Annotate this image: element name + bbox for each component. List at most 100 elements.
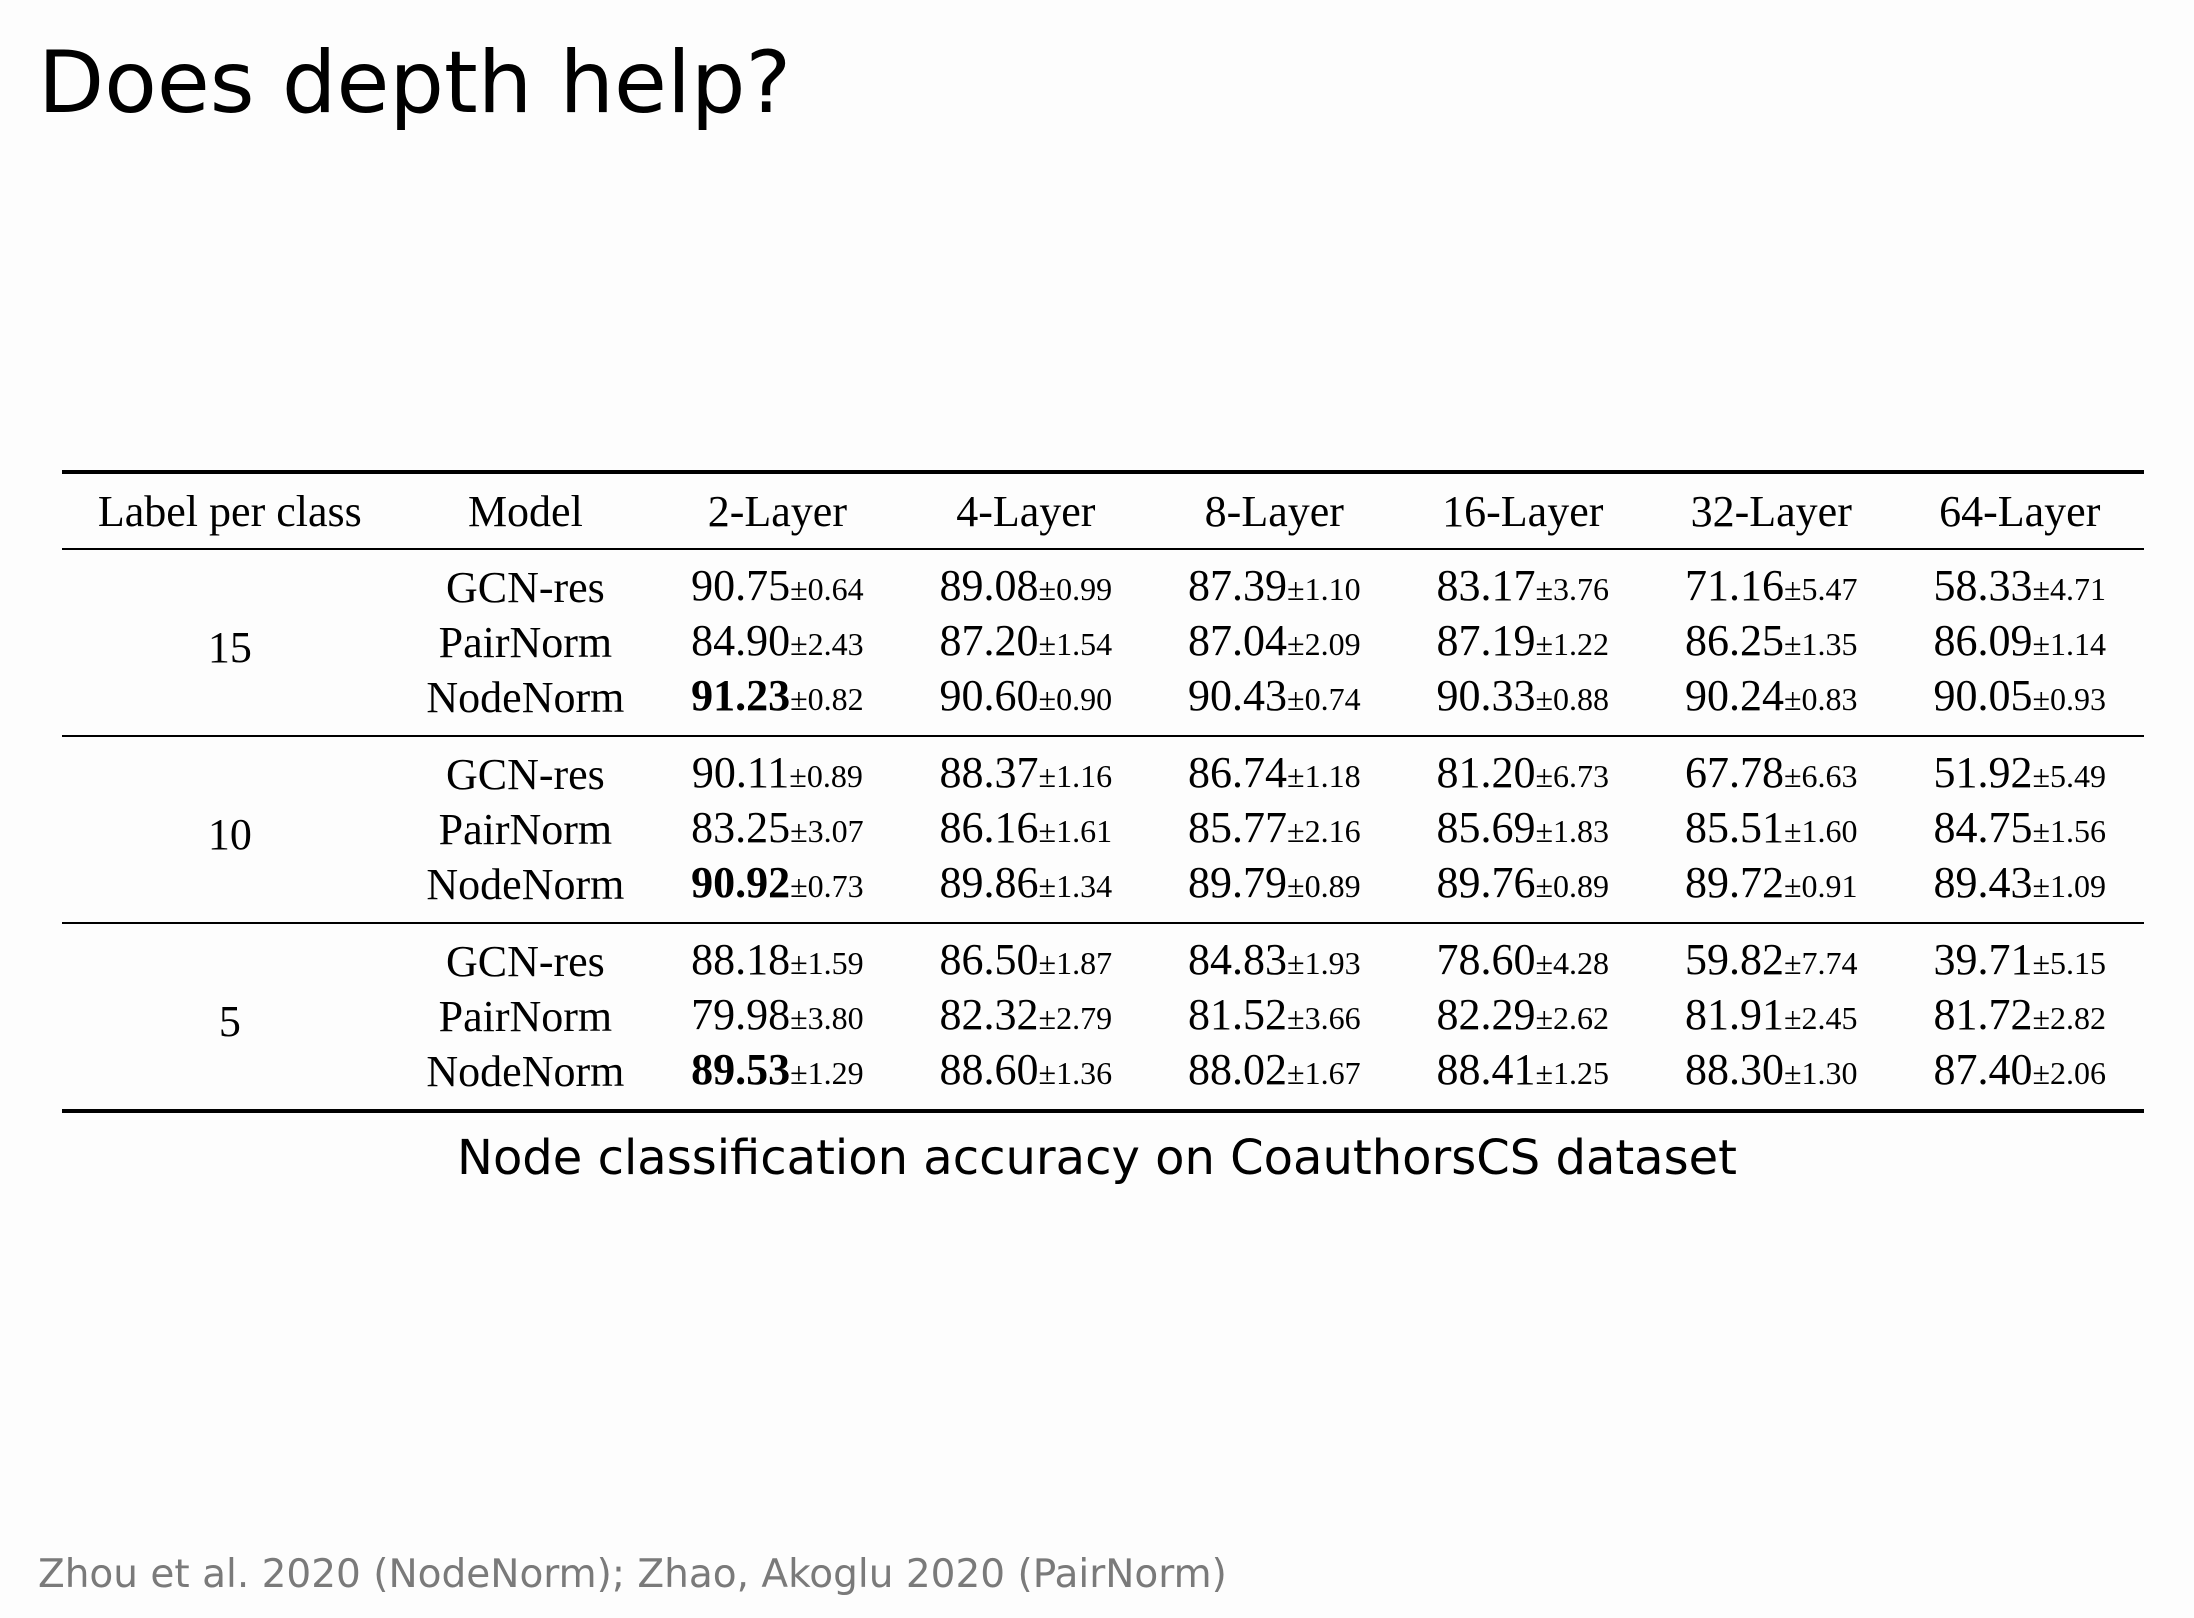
accuracy-std: ±1.09 — [2032, 868, 2107, 904]
accuracy-cell: 89.53±1.29 — [653, 1044, 901, 1111]
accuracy-cell: 87.20±1.54 — [902, 615, 1150, 670]
accuracy-cell: 89.08±0.99 — [902, 549, 1150, 615]
accuracy-std: ±1.61 — [1038, 813, 1113, 849]
accuracy-std: ±2.82 — [2032, 1000, 2107, 1036]
accuracy-mean: 87.19 — [1436, 616, 1536, 665]
accuracy-std: ±0.89 — [1535, 868, 1610, 904]
accuracy-mean: 89.86 — [939, 858, 1039, 907]
accuracy-std: ±1.16 — [1038, 758, 1113, 794]
accuracy-std: ±0.82 — [790, 681, 864, 717]
accuracy-cell: 86.16±1.61 — [902, 802, 1150, 857]
accuracy-cell: 81.91±2.45 — [1647, 989, 1895, 1044]
label-group: 5 GCN-res 88.18±1.59 86.50±1.87 84.83±1.93 78… — [62, 923, 2144, 1111]
accuracy-mean: 59.82 — [1684, 935, 1784, 984]
accuracy-cell: 89.79±0.89 — [1150, 857, 1398, 923]
accuracy-std: ±1.93 — [1287, 945, 1361, 981]
column-header: 8-Layer — [1204, 486, 1344, 536]
table-row: NodeNorm 90.92±0.73 89.86±1.34 89.79±0.89 89… — [62, 857, 2144, 923]
accuracy-std: ±1.59 — [790, 945, 864, 981]
accuracy-mean: 87.04 — [1188, 616, 1288, 665]
accuracy-cell: 87.39±1.10 — [1150, 549, 1398, 615]
accuracy-std: ±3.07 — [790, 813, 864, 849]
accuracy-std: ±1.67 — [1287, 1055, 1361, 1091]
accuracy-mean: 81.52 — [1188, 990, 1288, 1039]
accuracy-cell: 86.74±1.18 — [1150, 736, 1398, 802]
accuracy-cell: 86.09±1.14 — [1895, 615, 2144, 670]
accuracy-cell: 58.33±4.71 — [1895, 549, 2144, 615]
column-header: 32-Layer — [1690, 486, 1852, 536]
accuracy-cell: 87.19±1.22 — [1399, 615, 1647, 670]
model-name-cell: PairNorm — [438, 805, 613, 854]
accuracy-cell: 85.51±1.60 — [1647, 802, 1895, 857]
accuracy-std: ±1.22 — [1535, 626, 1610, 662]
accuracy-cell: 39.71±5.15 — [1895, 923, 2144, 989]
accuracy-mean: 78.60 — [1436, 935, 1536, 984]
accuracy-std: ±0.93 — [2032, 681, 2107, 717]
accuracy-cell: 88.60±1.36 — [902, 1044, 1150, 1111]
accuracy-cell: 90.11±0.89 — [653, 736, 901, 802]
accuracy-std: ±5.15 — [2032, 945, 2107, 981]
accuracy-cell: 81.72±2.82 — [1895, 989, 2144, 1044]
column-header: Model — [467, 486, 583, 536]
accuracy-std: ±1.56 — [2032, 813, 2107, 849]
accuracy-std: ±4.28 — [1535, 945, 1610, 981]
header-row: Label per class Model 2-Layer 4-Layer 8-Laye… — [62, 472, 2144, 549]
accuracy-std: ±7.74 — [1783, 945, 1858, 981]
accuracy-cell: 84.83±1.93 — [1150, 923, 1398, 989]
accuracy-cell: 84.90±2.43 — [653, 615, 901, 670]
accuracy-cell: 90.92±0.73 — [653, 857, 901, 923]
accuracy-cell: 91.23±0.82 — [653, 670, 901, 736]
accuracy-mean: 86.74 — [1188, 748, 1288, 797]
model-name-cell: PairNorm — [438, 618, 613, 667]
model-name-cell: GCN-res — [445, 937, 605, 986]
accuracy-cell: 82.32±2.79 — [902, 989, 1150, 1044]
accuracy-std: ±1.25 — [1535, 1055, 1610, 1091]
accuracy-mean: 84.90 — [691, 616, 791, 665]
table-row: 15 GCN-res 90.75±0.64 89.08±0.99 87.39±1.10 8… — [62, 549, 2144, 672]
model-name-cell: NodeNorm — [426, 1047, 625, 1096]
accuracy-std: ±2.43 — [790, 626, 864, 662]
label-per-class-cell: 5 — [218, 997, 241, 1046]
accuracy-mean: 85.69 — [1436, 803, 1536, 852]
accuracy-mean: 89.08 — [939, 561, 1039, 610]
best-accuracy-mean: 90.92 — [691, 858, 791, 907]
accuracy-mean: 85.77 — [1188, 803, 1288, 852]
accuracy-cell: 87.40±2.06 — [1895, 1044, 2144, 1111]
accuracy-std: ±6.73 — [1535, 758, 1610, 794]
accuracy-std: ±2.79 — [1038, 1000, 1113, 1036]
accuracy-std: ±3.80 — [790, 1000, 864, 1036]
accuracy-cell: 90.43±0.74 — [1150, 670, 1398, 736]
accuracy-std: ±3.76 — [1535, 571, 1610, 607]
accuracy-cell: 89.76±0.89 — [1399, 857, 1647, 923]
accuracy-cell: 86.50±1.87 — [902, 923, 1150, 989]
accuracy-std: ±1.83 — [1535, 813, 1610, 849]
accuracy-std: ±2.09 — [1287, 626, 1361, 662]
accuracy-std: ±0.90 — [1038, 681, 1113, 717]
accuracy-mean: 86.25 — [1684, 616, 1784, 665]
model-name-cell: NodeNorm — [426, 860, 625, 909]
accuracy-std: ±1.36 — [1038, 1055, 1113, 1091]
accuracy-mean: 88.60 — [939, 1045, 1039, 1094]
accuracy-std: ±1.29 — [790, 1055, 864, 1091]
accuracy-cell: 88.02±1.67 — [1150, 1044, 1398, 1111]
accuracy-mean: 89.72 — [1684, 858, 1784, 907]
accuracy-std: ±0.99 — [1038, 571, 1113, 607]
accuracy-std: ±1.54 — [1038, 626, 1113, 662]
accuracy-mean: 84.83 — [1188, 935, 1288, 984]
citation: Zhou et al. 2020 (NodeNorm); Zhao, Akogl… — [38, 1552, 1227, 1597]
accuracy-mean: 87.39 — [1188, 561, 1288, 610]
accuracy-mean: 86.09 — [1933, 616, 2033, 665]
accuracy-mean: 90.33 — [1436, 671, 1536, 720]
accuracy-cell: 82.29±2.62 — [1399, 989, 1647, 1044]
results-table-container: Label per class Model 2-Layer 4-Layer 8-Laye… — [62, 470, 2144, 1113]
accuracy-cell: 89.43±1.09 — [1895, 857, 2144, 923]
accuracy-std: ±0.74 — [1287, 681, 1361, 717]
table-row: 10 GCN-res 90.11±0.89 88.37±1.16 86.74±1.18 8… — [62, 736, 2144, 859]
accuracy-mean: 83.17 — [1436, 561, 1536, 610]
accuracy-cell: 88.30±1.30 — [1647, 1044, 1895, 1111]
accuracy-mean: 90.60 — [939, 671, 1039, 720]
accuracy-cell: 81.20±6.73 — [1399, 736, 1647, 802]
accuracy-std: ±2.06 — [2032, 1055, 2107, 1091]
accuracy-mean: 89.76 — [1436, 858, 1536, 907]
accuracy-std: ±2.16 — [1287, 813, 1361, 849]
